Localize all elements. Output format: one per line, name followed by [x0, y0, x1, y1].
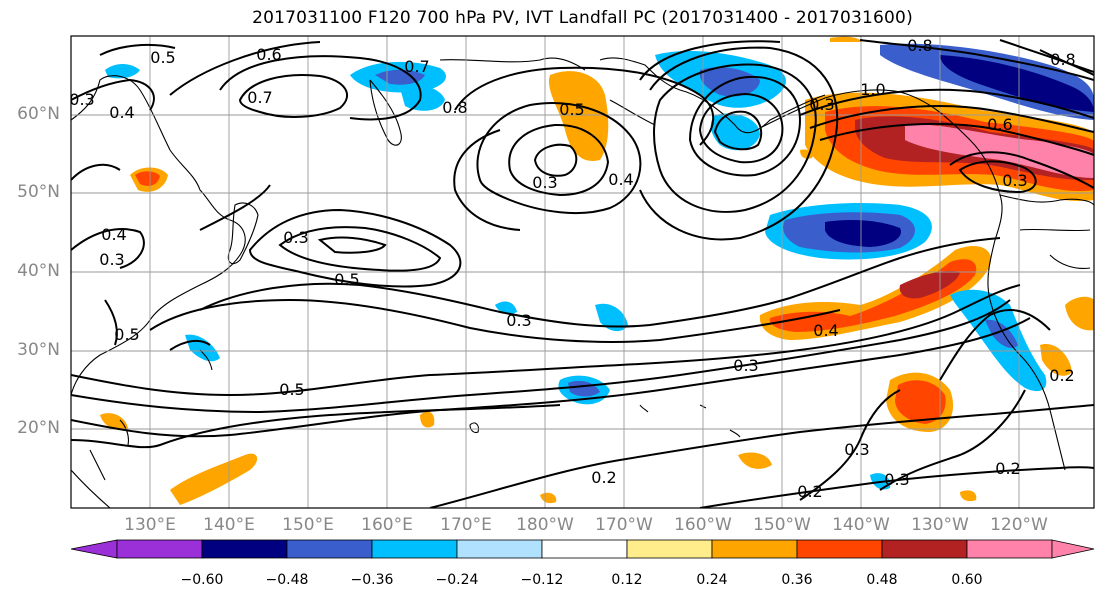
contour-label: 0.4 — [813, 321, 838, 340]
lat-label-20n: 20°N — [17, 418, 60, 438]
colorbar-tick-label: −0.24 — [435, 572, 479, 588]
map-title: 2017031100 F120 700 hPa PV, IVT Landfall… — [252, 8, 913, 28]
colorbar-extend-high — [1051, 539, 1095, 559]
lat-label-30n: 30°N — [17, 340, 60, 360]
colorbar-tick-label: 0.48 — [866, 572, 898, 588]
lon-label: 150°E — [282, 515, 334, 535]
contour-label: 0.5 — [559, 100, 584, 119]
colorbar-tick-label: 0.36 — [781, 572, 813, 588]
contour-label: 0.3 — [69, 90, 94, 109]
lon-label: 180°W — [516, 515, 574, 535]
contour-label: 0.6 — [256, 45, 281, 64]
contour-label: 0.8 — [1050, 50, 1075, 69]
contour-label: 0.6 — [987, 115, 1012, 134]
colorbar-tick-label: −0.36 — [350, 572, 394, 588]
lon-label: 140°E — [203, 515, 255, 535]
contour-label: 0.5 — [150, 48, 175, 67]
pv-contours — [71, 39, 1094, 508]
colorbar-tick-label: 0.24 — [696, 572, 728, 588]
lon-label: 150°W — [753, 515, 811, 535]
colorbar-tick-label: 0.12 — [611, 572, 643, 588]
colorbar-extend-low — [70, 539, 118, 559]
contour-label: 0.4 — [101, 225, 126, 244]
lat-label-60n: 60°N — [17, 104, 60, 124]
contour-label: 0.4 — [109, 103, 134, 122]
contour-label: 0.5 — [114, 325, 139, 344]
contour-label: 0.3 — [844, 440, 869, 459]
contour-label: 0.5 — [279, 380, 304, 399]
graticule — [71, 36, 1094, 508]
colorbar-tick-label: −0.60 — [180, 572, 224, 588]
contour-label: 0.3 — [99, 250, 124, 269]
contour-label: 0.3 — [809, 95, 834, 114]
lon-label: 140°W — [832, 515, 890, 535]
lon-label: 160°W — [674, 515, 732, 535]
contour-label: 0.3 — [733, 356, 758, 375]
contour-label: 0.4 — [608, 170, 633, 189]
colorbar — [70, 539, 1095, 559]
contour-label: 0.3 — [1002, 171, 1027, 190]
lon-label: 130°W — [911, 515, 969, 535]
contour-label: 0.3 — [884, 470, 909, 489]
colorbar-tick-label: −0.12 — [520, 572, 564, 588]
contour-label: 0.7 — [247, 88, 272, 107]
contour-label: 0.3 — [506, 311, 531, 330]
contour-labels: 0.5 0.6 0.7 0.7 0.8 0.3 0.4 0.5 0.3 0.4 … — [69, 36, 1076, 501]
contour-label: 1.0 — [860, 80, 885, 99]
lat-label-40n: 40°N — [17, 261, 60, 281]
contour-label: 0.2 — [1049, 366, 1074, 385]
lon-label: 170°W — [595, 515, 653, 535]
contour-label: 0.7 — [404, 57, 429, 76]
colorbar-tick-label: 0.60 — [951, 572, 983, 588]
contour-label: 0.5 — [334, 270, 359, 289]
contour-label: 0.2 — [797, 482, 822, 501]
lon-label: 120°W — [990, 515, 1048, 535]
contour-label: 0.8 — [442, 98, 467, 117]
lat-label-50n: 50°N — [17, 182, 60, 202]
map-plot-area: 0.5 0.6 0.7 0.7 0.8 0.3 0.4 0.5 0.3 0.4 … — [69, 36, 1094, 508]
colorbar-tick-label: −0.48 — [265, 572, 309, 588]
contour-label: 0.8 — [907, 36, 932, 55]
contour-label: 0.3 — [283, 228, 308, 247]
lon-label: 170°E — [440, 515, 492, 535]
contour-label: 0.2 — [995, 459, 1020, 478]
contour-label: 0.3 — [532, 173, 557, 192]
contour-label: 0.2 — [591, 468, 616, 487]
plot-frame — [70, 35, 1095, 509]
lon-label: 130°E — [124, 515, 176, 535]
lon-label: 160°E — [361, 515, 413, 535]
